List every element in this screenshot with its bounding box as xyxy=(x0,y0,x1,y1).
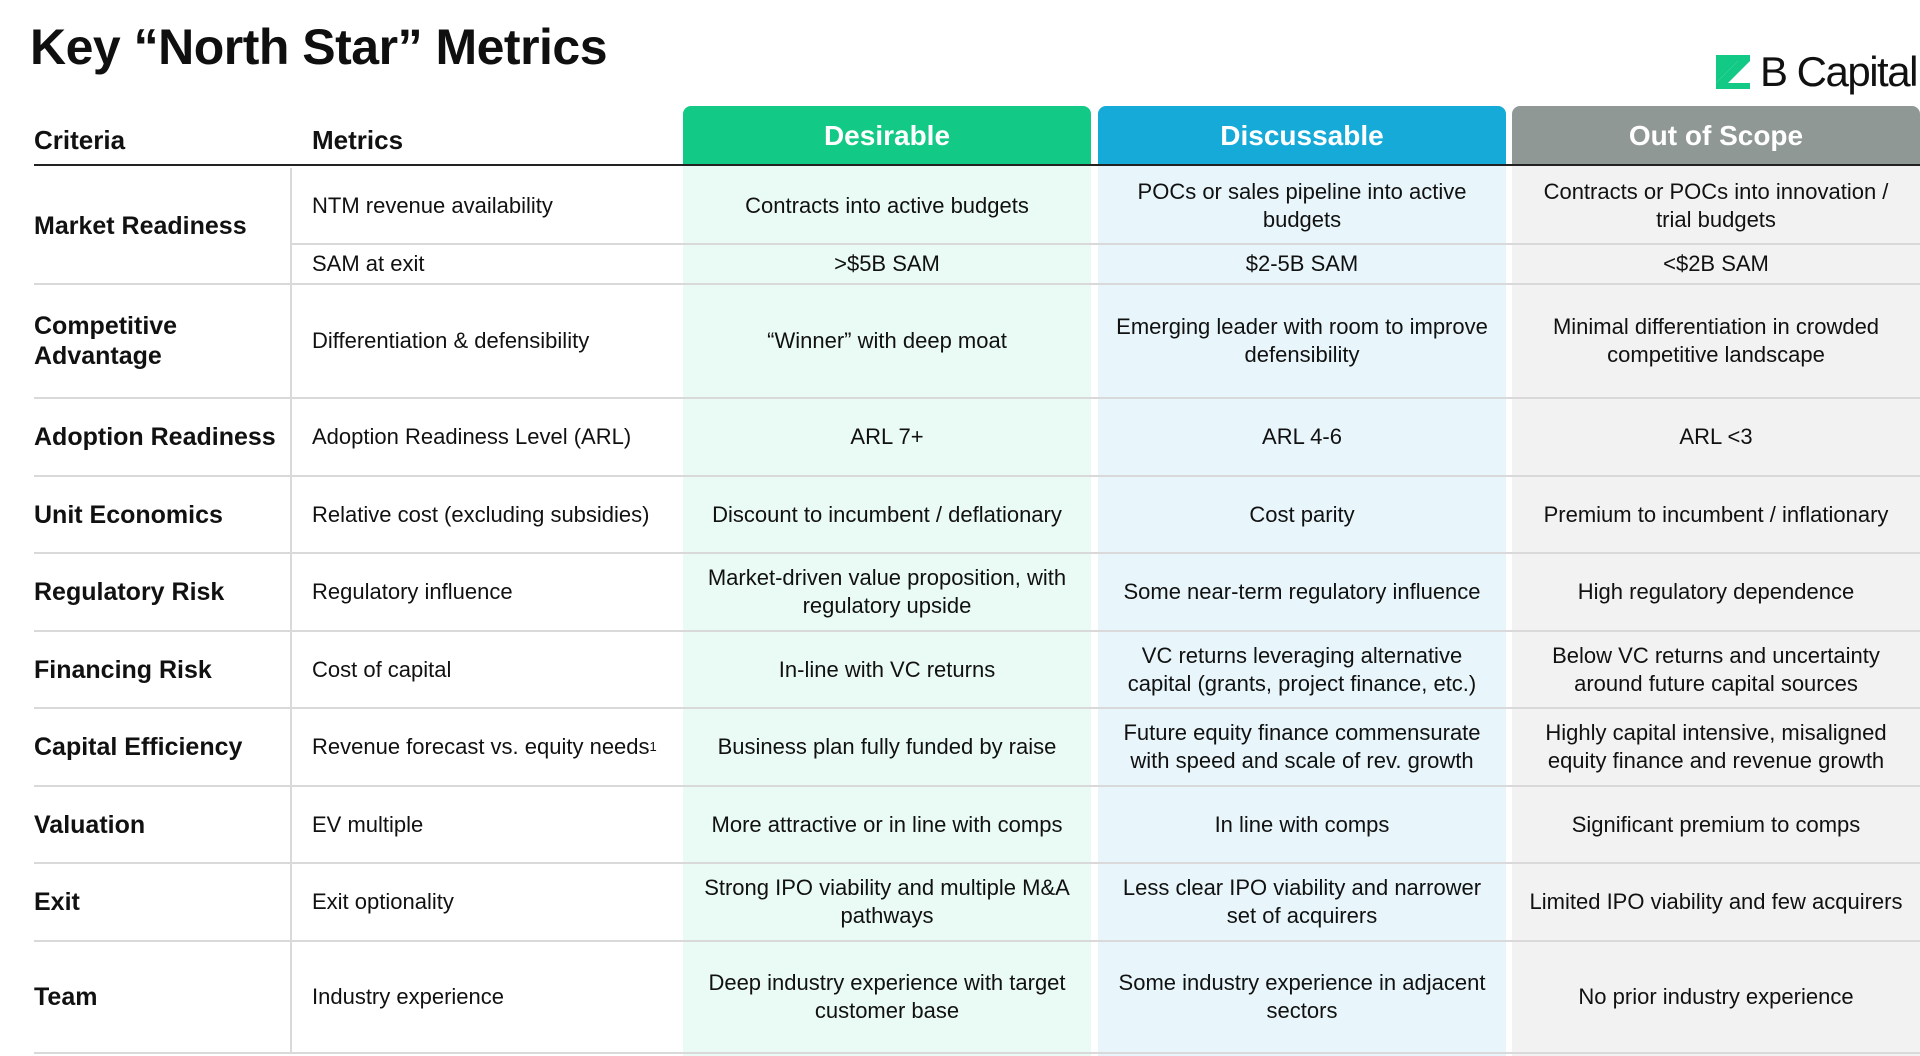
discussable-cell: In line with comps xyxy=(1214,811,1390,837)
header-criteria: Criteria xyxy=(34,125,126,155)
discussable-cell: VC returns leveraging alternative capita… xyxy=(1127,642,1477,696)
row-divider xyxy=(34,475,1920,477)
desirable-cell: Business plan fully funded by raise xyxy=(717,734,1057,759)
desirable-cell: Discount to incumbent / deflationary xyxy=(712,501,1062,527)
row-divider xyxy=(34,283,1920,285)
table-row: Unit Economics Relative cost (excluding s… xyxy=(0,475,1920,553)
desirable-cell: Deep industry experience with target cus… xyxy=(708,969,1066,1023)
metric-label: NTM revenue availability xyxy=(312,193,553,218)
table-row: SAM at exit >$5B SAM $2-5B SAM <$2B SAM xyxy=(0,243,1920,284)
criteria-label: Valuation xyxy=(34,810,146,839)
out-of-scope-cell: High regulatory dependence xyxy=(1577,579,1855,604)
metric-label: EV multiple xyxy=(312,811,424,837)
criteria-label: Market Readiness xyxy=(34,212,247,240)
header-metrics: Metrics xyxy=(312,125,404,155)
row-divider xyxy=(292,243,1920,245)
header-discussable: Discussable xyxy=(1098,106,1506,166)
metric-label: SAM at exit xyxy=(312,251,425,276)
metric-label: Differentiation & defensibility xyxy=(312,328,590,353)
row-divider xyxy=(34,707,1920,709)
page-title: Key “North Star” Metrics xyxy=(30,19,608,75)
criteria-label: Team xyxy=(34,982,98,1011)
out-of-scope-cell: Significant premium to comps xyxy=(1571,811,1861,837)
out-of-scope-cell: <$2B SAM xyxy=(1663,251,1769,276)
out-of-scope-cell: No prior industry experience xyxy=(1578,983,1854,1009)
out-of-scope-column-background xyxy=(1512,166,1920,1056)
discussable-cell: Emerging leader with room to improve def… xyxy=(1116,314,1488,367)
out-of-scope-cell: Highly capital intensive, misaligned equ… xyxy=(1545,720,1887,773)
criteria-label: Exit xyxy=(34,888,80,916)
metric-label: Relative cost (excluding subsidies) xyxy=(312,501,650,527)
table-row: Competitive Advantage Differentiation & d… xyxy=(0,283,1920,398)
b-capital-logo-mark xyxy=(1716,55,1750,89)
table-row: Capital Efficiency Revenue forecast vs. e… xyxy=(0,707,1920,786)
out-of-scope-cell: Minimal differentiation in crowded compe… xyxy=(1552,314,1880,367)
desirable-cell: ARL 7+ xyxy=(850,424,924,449)
desirable-cell: Strong IPO viability and multiple M&A pa… xyxy=(704,875,1070,928)
discussable-cell: $2-5B SAM xyxy=(1245,251,1359,276)
discussable-cell: Less clear IPO viability and narrower se… xyxy=(1122,875,1482,928)
out-of-scope-cell: ARL <3 xyxy=(1679,424,1753,449)
metric-label: Regulatory influence xyxy=(312,579,513,604)
desirable-column-background xyxy=(683,166,1091,1056)
criteria-label: Adoption Readiness xyxy=(34,423,276,451)
discussable-cell: Cost parity xyxy=(1249,501,1355,527)
logo-text: B Capital xyxy=(1760,48,1918,95)
criteria-divider xyxy=(290,168,292,1054)
discussable-cell: ARL 4-6 xyxy=(1262,424,1342,449)
b-capital-logo: B Capital xyxy=(1716,48,1918,96)
discussable-cell: Future equity finance commensurate with … xyxy=(1123,720,1481,773)
criteria-label: Capital Efficiency xyxy=(34,733,243,761)
row-divider xyxy=(34,862,1920,864)
metric-label: Industry experience xyxy=(312,983,504,1009)
table-row: Adoption Readiness Adoption Readiness Lev… xyxy=(0,397,1920,476)
header-desirable: Desirable xyxy=(683,106,1091,166)
discussable-cell: POCs or sales pipeline into active budge… xyxy=(1137,179,1467,232)
row-divider xyxy=(34,397,1920,399)
row-divider xyxy=(34,630,1920,632)
table-row: Exit Exit optionality Strong IPO viability… xyxy=(0,862,1920,941)
out-of-scope-cell: Limited IPO viability and few acquirers xyxy=(1529,889,1903,914)
criteria-label: Regulatory Risk xyxy=(34,578,225,606)
table-row: Team Industry experience Deep industry exp… xyxy=(0,940,1920,1052)
table-row: Market Readiness NTM revenue availability… xyxy=(0,168,1920,244)
desirable-cell: More attractive or in line with comps xyxy=(711,811,1063,837)
row-divider xyxy=(34,552,1920,554)
table-row: Regulatory Risk Regulatory influence Marke… xyxy=(0,552,1920,631)
metric-label: Cost of capital xyxy=(312,656,452,682)
criteria-label: Financing Risk xyxy=(34,655,212,684)
out-of-scope-cell: Contracts or POCs into innovation / tria… xyxy=(1543,179,1889,232)
table-row: Financing Risk Cost of capital In-line wit… xyxy=(0,630,1920,708)
bottom-rule xyxy=(34,1052,1920,1054)
criteria-label: Competitive Advantage xyxy=(34,312,178,370)
desirable-cell: Market-driven value proposition, with re… xyxy=(707,565,1067,618)
desirable-cell: In-line with VC returns xyxy=(778,656,996,682)
metric-label: Adoption Readiness Level (ARL) xyxy=(312,424,632,449)
discussable-cell: Some near-term regulatory influence xyxy=(1123,579,1481,604)
out-of-scope-cell: Premium to incumbent / inflationary xyxy=(1543,501,1889,527)
out-of-scope-cell: Below VC returns and uncertainty around … xyxy=(1552,642,1880,696)
discussable-cell: Some industry experience in adjacent sec… xyxy=(1118,969,1486,1023)
header-out-of-scope: Out of Scope xyxy=(1512,106,1920,166)
desirable-cell: “Winner” with deep moat xyxy=(767,328,1007,353)
metric-label: Exit optionality xyxy=(312,889,454,914)
row-divider xyxy=(34,785,1920,787)
desirable-cell: >$5B SAM xyxy=(834,251,940,276)
desirable-cell: Contracts into active budgets xyxy=(745,193,1029,218)
table-row: Valuation EV multiple More attractive or i… xyxy=(0,785,1920,863)
metric-text: Revenue forecast vs. equity needs xyxy=(312,734,650,759)
discussable-column-background xyxy=(1098,166,1506,1056)
criteria-label: Unit Economics xyxy=(34,500,223,529)
metric-label: Revenue forecast vs. equity needs 1 xyxy=(312,734,657,759)
row-divider xyxy=(34,940,1920,942)
header-rule xyxy=(34,164,1920,166)
